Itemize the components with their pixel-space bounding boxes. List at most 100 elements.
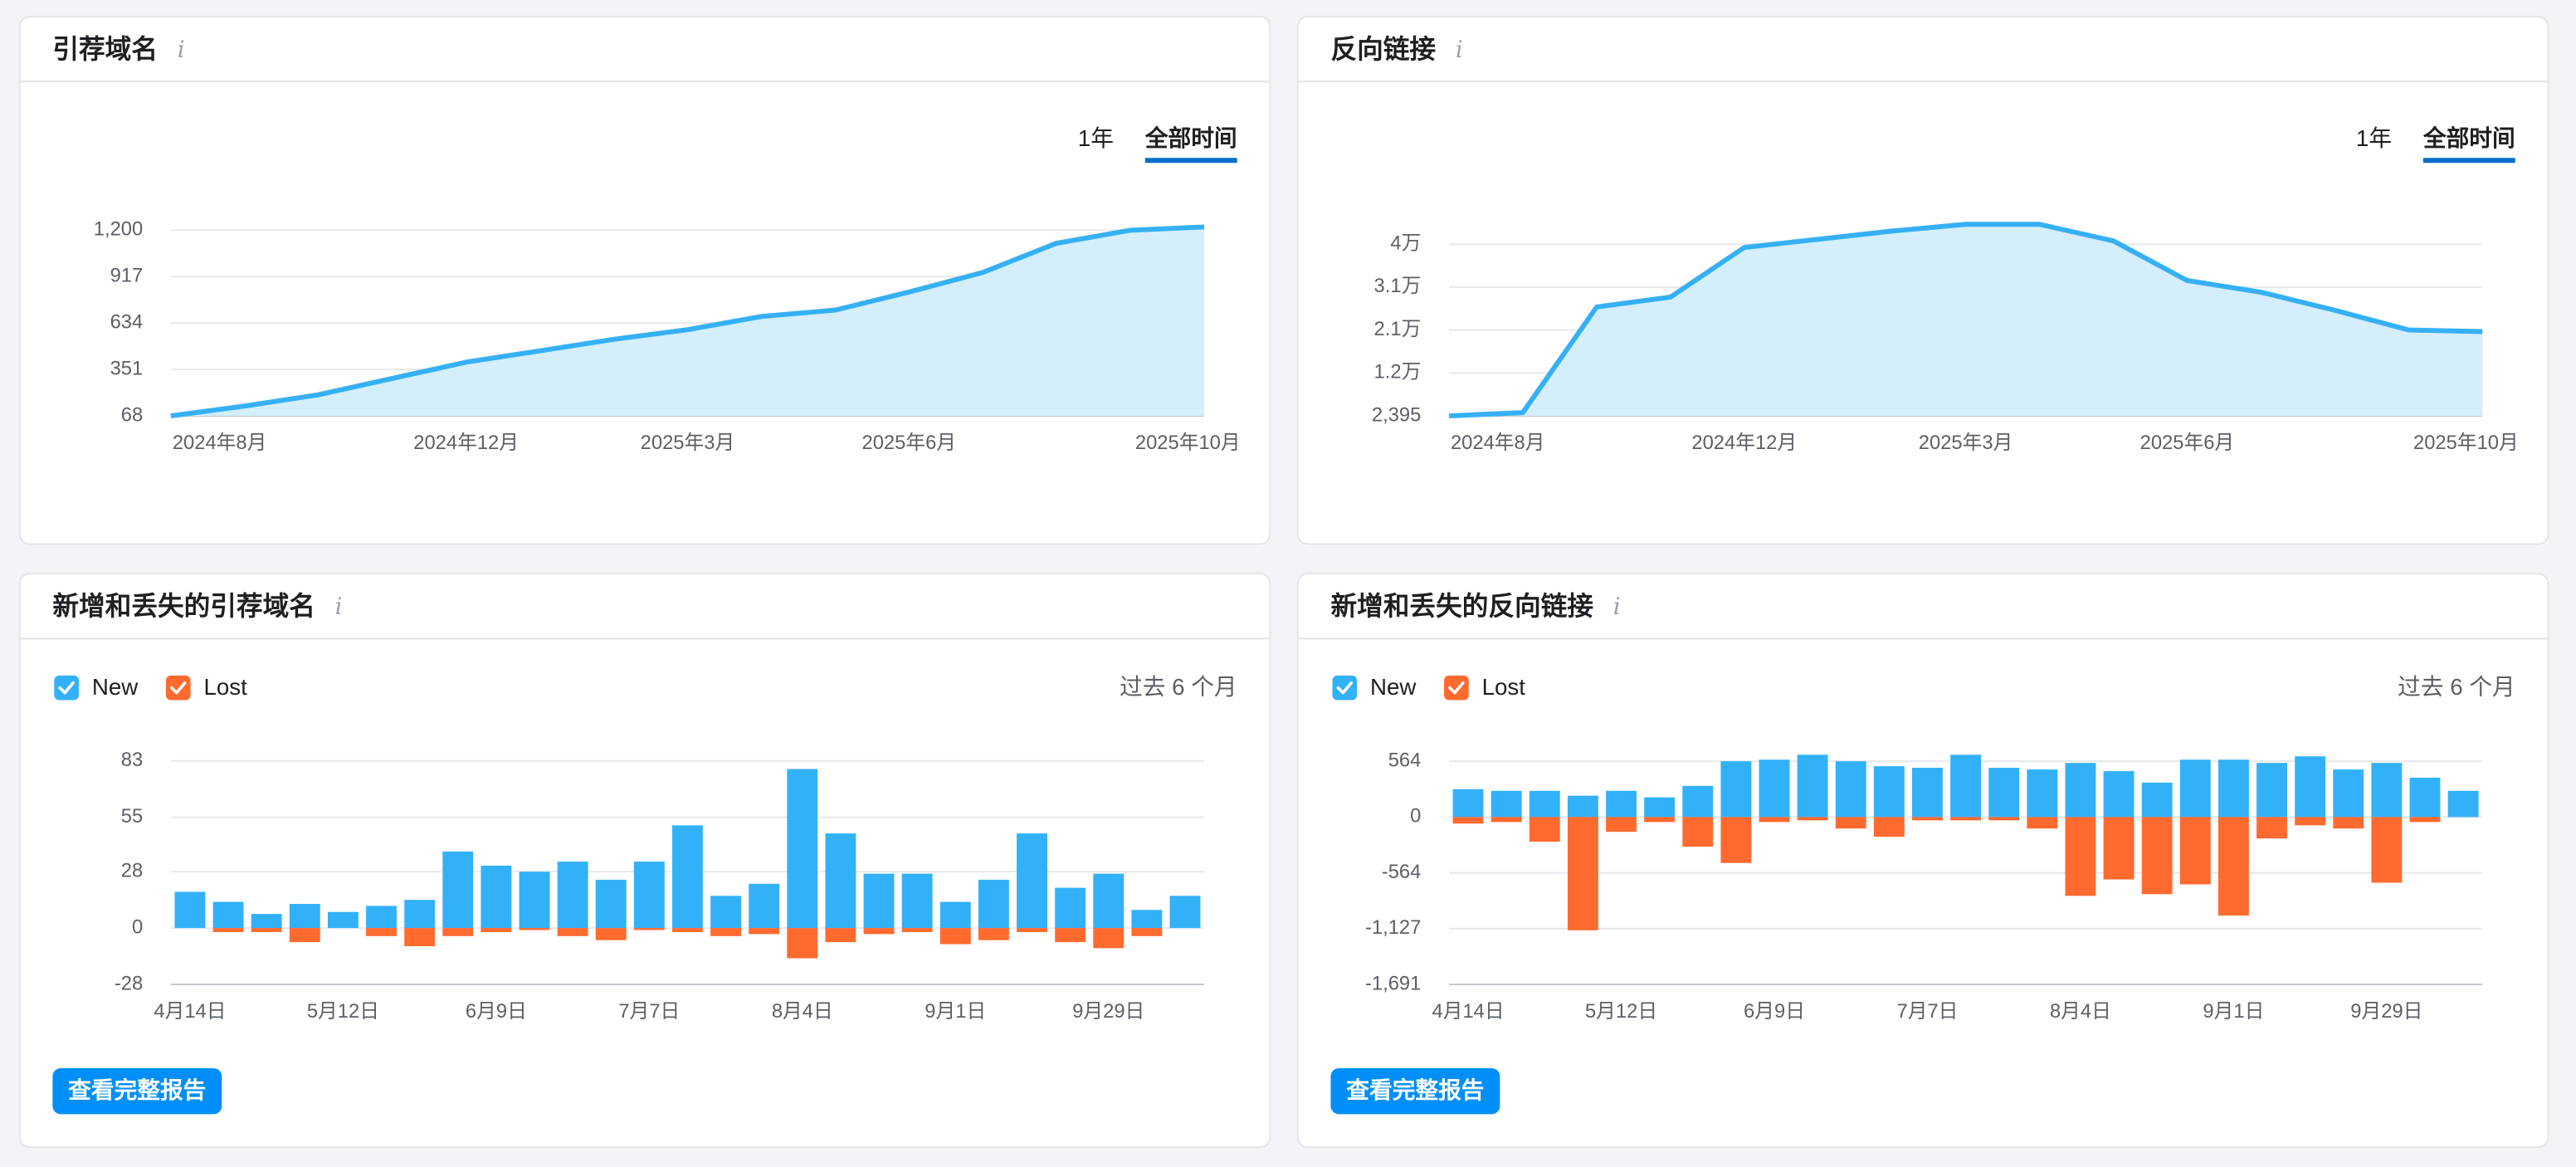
bar (633, 928, 665, 930)
x-tick-label: 8月4日 (772, 1000, 833, 1023)
bar (2103, 817, 2134, 880)
report-button[interactable] (52, 1067, 222, 1115)
bar (595, 928, 627, 940)
x-tick-label: 2025年6月 (2140, 432, 2235, 454)
bar (2409, 817, 2441, 823)
period-label: 过去 6 个月 (2398, 674, 2515, 700)
bar (1797, 817, 1828, 821)
bar (901, 873, 933, 929)
bar (481, 928, 512, 932)
x-tick-label: 2025年3月 (1919, 432, 2013, 454)
range-option[interactable]: 1年 (2356, 125, 2392, 151)
legend-checkbox[interactable] (54, 675, 80, 701)
panel: 引荐域名 68 351 634 917 1,200 1年 全部时间 2024年8月 2024年12… (18, 16, 1271, 545)
bar (825, 928, 856, 943)
legend-check (1448, 681, 1465, 695)
legend-checkbox[interactable] (165, 675, 191, 701)
bar (289, 904, 320, 929)
bar (787, 769, 818, 929)
bar (1759, 759, 1790, 818)
legend-checkbox[interactable] (1444, 675, 1469, 701)
bar (1720, 817, 1752, 863)
y-tick-label: -1,691 (1365, 972, 1421, 994)
range-option[interactable]: 1年 (1078, 125, 1114, 151)
bar (442, 851, 474, 929)
range-option[interactable]: 全部时间 (1144, 125, 1237, 151)
legend-label[interactable]: New (92, 674, 139, 700)
info-icon[interactable]: i (1456, 36, 1463, 63)
report-button-label[interactable]: 查看完整报告 (1346, 1077, 1484, 1103)
x-tick-label: 5月12日 (307, 1000, 379, 1023)
legend-check (1336, 681, 1353, 695)
bar (1055, 887, 1086, 929)
x-tick-label: 2025年3月 (641, 432, 735, 454)
y-tick-label: -564 (1382, 861, 1422, 883)
bar (825, 833, 856, 929)
y-tick-label: 3.1万 (1374, 275, 1422, 297)
y-tick-label: 1,200 (94, 218, 143, 241)
bar (1452, 789, 1484, 818)
x-tick-label: 9月29日 (1072, 1000, 1144, 1023)
y-tick-label: 4万 (1390, 232, 1421, 255)
bar (1835, 817, 1866, 829)
bar (212, 928, 244, 932)
legend-checkbox[interactable] (1332, 675, 1358, 701)
bar (519, 928, 550, 930)
line (1448, 222, 2483, 419)
bar (863, 928, 895, 935)
bar (2333, 769, 2364, 818)
bar (1529, 790, 1560, 818)
x-tick-label: 2024年12月 (413, 432, 519, 454)
bar (1912, 817, 1943, 821)
y-tick-label: 917 (110, 265, 144, 287)
bar (1644, 797, 1676, 818)
panel-card (18, 573, 1271, 1148)
bar (557, 928, 588, 936)
bar (2295, 756, 2326, 818)
legend-check (170, 681, 187, 695)
bar (901, 928, 933, 932)
bar (1759, 817, 1790, 823)
bar (2333, 817, 2364, 829)
bar (1606, 790, 1637, 818)
legend-label[interactable]: Lost (203, 674, 247, 700)
bar (1682, 817, 1714, 847)
legend-label[interactable]: Lost (1482, 674, 1526, 700)
info-icon[interactable]: i (335, 593, 343, 620)
bar (2141, 817, 2173, 895)
bar (2027, 769, 2058, 818)
info-icon[interactable]: i (178, 36, 185, 63)
bar (939, 928, 971, 945)
x-tick-label: 9月1日 (925, 1000, 986, 1023)
y-tick-label: 564 (1388, 749, 1422, 771)
bar (1017, 833, 1047, 929)
x-tick-label: 9月1日 (2203, 1000, 2264, 1023)
bar (2295, 817, 2326, 826)
bar (174, 891, 206, 929)
report-button-label[interactable]: 查看完整报告 (68, 1077, 206, 1103)
bar (978, 928, 1009, 940)
y-tick-label: 634 (110, 311, 144, 334)
range-option[interactable]: 全部时间 (2422, 125, 2515, 151)
bar (2065, 763, 2096, 818)
panel-title: 反向链接 (1330, 34, 1436, 64)
bar (710, 896, 742, 929)
report-button[interactable] (1330, 1067, 1500, 1115)
bar (251, 928, 282, 932)
bar (2409, 777, 2441, 818)
active-underline (2422, 158, 2515, 164)
y-tick-label: 2,395 (1372, 403, 1421, 426)
x-tick-label: 7月7日 (1897, 1000, 1959, 1023)
info-icon[interactable]: i (1613, 593, 1621, 620)
bar (2217, 817, 2249, 916)
legend-label[interactable]: New (1370, 674, 1417, 700)
bar (1988, 768, 2020, 818)
bar (289, 928, 320, 943)
bar (749, 883, 780, 929)
bar (1950, 817, 1982, 821)
bar (1093, 928, 1125, 949)
x-tick-label: 6月9日 (466, 1000, 527, 1023)
x-tick-label: 9月29日 (2350, 1000, 2422, 1023)
bar (2027, 817, 2058, 829)
